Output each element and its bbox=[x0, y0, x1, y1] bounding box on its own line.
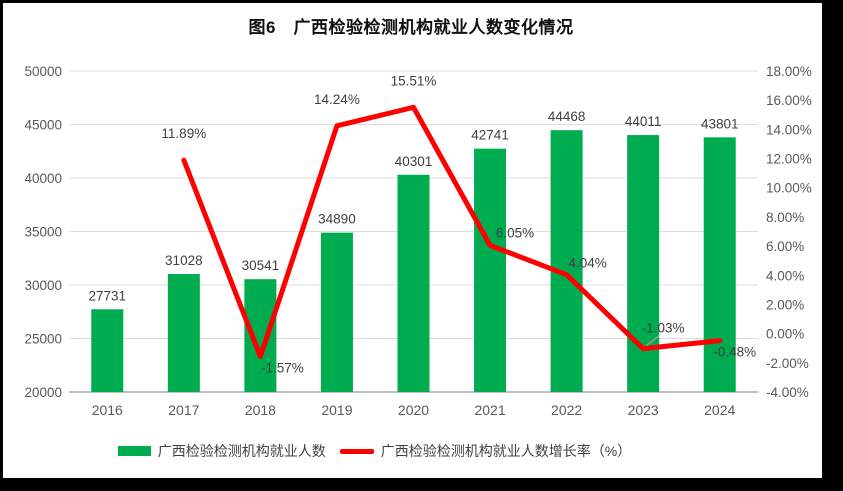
bar-2019 bbox=[320, 232, 353, 392]
growth-rate-label: 15.51% bbox=[391, 73, 437, 88]
x-axis-tick-label: 2019 bbox=[321, 402, 352, 418]
label-leader-line bbox=[645, 335, 660, 347]
right-axis-tick-label: 10.00% bbox=[766, 181, 812, 196]
right-axis-tick-label: 18.00% bbox=[766, 64, 812, 79]
left-axis-tick-label: 35000 bbox=[24, 225, 62, 240]
growth-rate-label: 6.05% bbox=[496, 225, 534, 240]
left-axis-tick-label: 50000 bbox=[24, 64, 62, 79]
bar-2022 bbox=[550, 130, 583, 393]
line-legend-label: 广西检验检测机构就业人数增长率（%） bbox=[380, 443, 632, 459]
bar-2016 bbox=[91, 309, 124, 392]
x-axis-tick-label: 2020 bbox=[398, 402, 429, 418]
growth-rate-label: 4.04% bbox=[568, 256, 606, 271]
right-axis-tick-label: -2.00% bbox=[766, 356, 809, 371]
left-axis-tick-label: 30000 bbox=[24, 278, 62, 293]
x-axis-tick-label: 2016 bbox=[92, 402, 123, 418]
x-axis-tick-label: 2024 bbox=[704, 402, 735, 418]
bar-2017 bbox=[167, 274, 200, 392]
right-axis-tick-label: 16.00% bbox=[766, 93, 812, 108]
right-axis-tick-label: 8.00% bbox=[766, 210, 804, 225]
bar-2024 bbox=[703, 137, 736, 392]
bar-2020 bbox=[397, 174, 430, 392]
left-axis-tick-label: 40000 bbox=[24, 171, 62, 186]
line-legend-swatch bbox=[339, 448, 374, 454]
bar-value-label: 43801 bbox=[701, 116, 739, 131]
growth-rate-line bbox=[181, 104, 723, 360]
growth-rate-label: -1.57% bbox=[261, 361, 304, 376]
bar-value-label: 30541 bbox=[242, 258, 280, 273]
x-axis-tick-label: 2018 bbox=[245, 402, 276, 418]
left-axis-tick-label: 25000 bbox=[24, 332, 62, 347]
bar-legend-swatch bbox=[117, 446, 151, 456]
bar-2021 bbox=[474, 148, 507, 392]
growth-rate-label: -0.48% bbox=[713, 345, 756, 360]
bar-value-label: 34890 bbox=[318, 212, 356, 227]
bar-2023 bbox=[627, 135, 660, 392]
x-axis-tick-label: 2017 bbox=[168, 402, 199, 418]
left-axis-tick-label: 20000 bbox=[24, 385, 62, 400]
x-axis-tick-label: 2022 bbox=[551, 402, 582, 418]
right-axis-tick-label: 2.00% bbox=[766, 297, 804, 312]
bar-value-label: 44468 bbox=[548, 109, 586, 124]
growth-rate-label: 11.89% bbox=[161, 126, 206, 141]
right-axis-tick-label: 4.00% bbox=[766, 268, 804, 283]
bar-value-label: 44011 bbox=[625, 114, 662, 129]
left-axis-tick-label: 45000 bbox=[24, 118, 62, 133]
right-axis-tick-label: 14.00% bbox=[766, 122, 812, 137]
right-axis-tick-label: -4.00% bbox=[766, 385, 809, 400]
bar-value-label: 42741 bbox=[471, 128, 509, 143]
chart-title: 图6 广西检验检测机构就业人数变化情况 bbox=[248, 18, 574, 37]
right-axis-tick-label: 0.00% bbox=[766, 327, 804, 342]
x-axis-tick-label: 2021 bbox=[474, 402, 505, 418]
bar-legend-label: 广西检验检测机构就业人数 bbox=[157, 443, 326, 459]
bar-value-label: 40301 bbox=[395, 154, 433, 169]
growth-rate-label: -1.03% bbox=[642, 321, 685, 336]
right-axis-tick-label: 6.00% bbox=[766, 239, 804, 254]
legend: 广西检验检测机构就业人数 广西检验检测机构就业人数增长率（%） bbox=[0, 441, 796, 461]
right-axis-tick-label: 12.00% bbox=[766, 152, 812, 167]
bar-value-label: 31028 bbox=[165, 253, 203, 268]
x-axis-tick-label: 2023 bbox=[628, 402, 659, 418]
growth-rate-label: 14.24% bbox=[314, 92, 360, 107]
bar-value-label: 27731 bbox=[89, 288, 127, 303]
